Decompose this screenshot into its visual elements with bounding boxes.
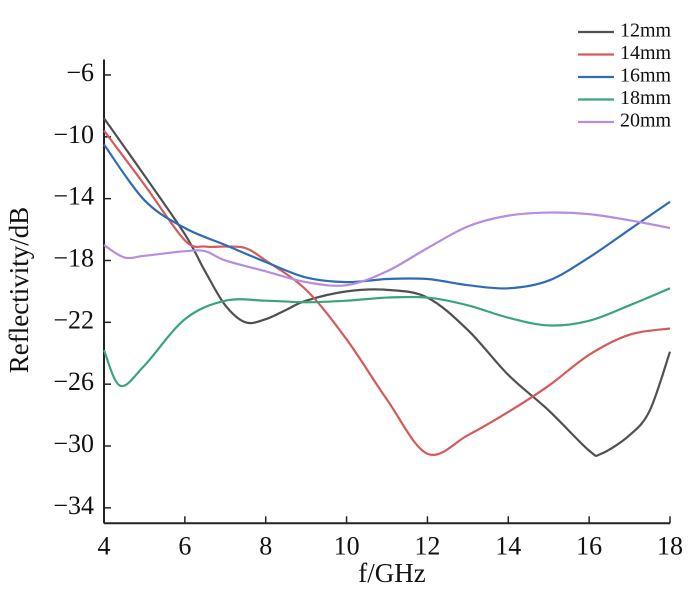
series-line [103, 129, 671, 457]
y-axis-label: Reflectivity/dB [4, 207, 34, 373]
series-line [102, 287, 671, 388]
y-tick-label: −18 [53, 243, 94, 272]
x-tick-label: 4 [98, 531, 111, 560]
y-tick-label: −14 [53, 182, 94, 211]
legend-label: 16mm [620, 65, 672, 87]
y-tick-label: −26 [53, 367, 94, 396]
x-tick-label: 10 [334, 531, 360, 560]
legend-label: 14mm [620, 42, 672, 64]
x-tick-label: 16 [576, 531, 602, 560]
y-tick-label: −10 [53, 120, 94, 149]
legend-label: 20mm [620, 110, 672, 132]
series-line [103, 211, 671, 287]
series-line [103, 117, 672, 457]
legend-label: 12mm [620, 20, 672, 42]
series-line [103, 143, 671, 290]
x-axis-label: f/GHz [358, 558, 425, 588]
x-tick-label: 8 [259, 531, 272, 560]
y-tick-label: −6 [66, 58, 94, 87]
y-tick-label: −30 [53, 429, 94, 458]
x-tick-label: 18 [657, 531, 683, 560]
legend-label: 18mm [620, 87, 672, 109]
x-tick-label: 14 [495, 531, 521, 560]
x-tick-label: 6 [178, 531, 191, 560]
x-tick-label: 12 [414, 531, 440, 560]
y-tick-label: −22 [53, 305, 94, 334]
y-tick-label: −34 [53, 491, 94, 520]
